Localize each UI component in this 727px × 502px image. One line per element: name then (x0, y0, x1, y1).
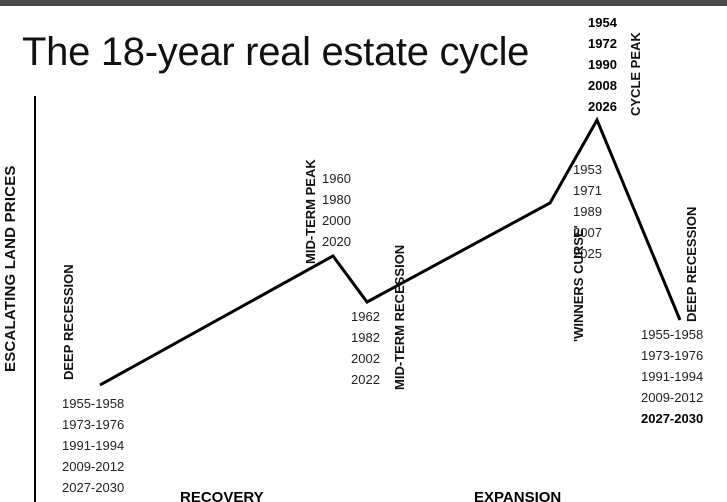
label-line: RECESSION (61, 264, 76, 341)
deep-recession-end-label: DEEP RECESSION (683, 186, 700, 322)
year-item: 1971 (573, 183, 602, 198)
year-item: 1962 (351, 309, 380, 324)
year-item: 2027-2030 (62, 480, 125, 495)
deep-recession-start-label: DEEP RECESSION (60, 264, 77, 380)
year-item: 2026 (588, 99, 617, 114)
label-line: DEEP (61, 344, 76, 380)
label-line: RECESSION (392, 244, 407, 322)
year-item: 1990 (588, 57, 617, 72)
year-item: 1955-1958 (641, 327, 704, 342)
label-line: DEEP RECESSION (684, 206, 699, 322)
year-item: 2025 (573, 246, 602, 261)
year-item: 2009-2012 (641, 390, 704, 405)
cycle-peak-years: 1954 1972 1990 2008 2026 (588, 12, 617, 117)
deep-recession-end-years: 1955-1958 1973-1976 1991-1994 2009-2012 … (641, 324, 703, 429)
mid-term-recession-years: 1962 1982 2002 2022 (351, 306, 380, 390)
year-item: 1982 (351, 330, 380, 345)
year-item: 2027-2030 (641, 411, 704, 426)
cycle-line (99, 116, 682, 387)
year-item: 1989 (573, 204, 602, 219)
year-item: 2009-2012 (62, 459, 125, 474)
label-line: CYCLE PEAK (628, 32, 643, 116)
year-item: 2022 (351, 372, 380, 387)
year-item: 1980 (322, 192, 351, 207)
year-item: 2002 (351, 351, 380, 366)
year-item: 2008 (588, 78, 617, 93)
year-item: 2020 (322, 234, 351, 249)
label-line: 'WINNERS (571, 277, 586, 342)
year-item: 1973-1976 (62, 417, 125, 432)
year-item: 1991-1994 (62, 438, 125, 453)
year-item: 1954 (588, 15, 617, 30)
year-item: 1973-1976 (641, 348, 704, 363)
mid-term-peak-label: MID-TERM PEAK (302, 138, 319, 264)
label-line: CURSE' (571, 225, 586, 274)
page-title: The 18-year real estate cycle (22, 30, 530, 74)
expansion-phase-label: EXPANSION (474, 489, 562, 502)
cycle-diagram (34, 96, 682, 502)
year-item: 1960 (322, 171, 351, 186)
year-item: 2007 (573, 225, 602, 240)
winners-curse-label: 'WINNERS CURSE' (570, 225, 587, 342)
recovery-phase-label: RECOVERY (180, 489, 264, 502)
winners-curse-years: 1953 1971 1989 2007 2025 (573, 159, 602, 264)
mid-term-peak-years: 1960 1980 2000 2020 (322, 168, 351, 252)
year-item: 1955-1958 (62, 396, 125, 411)
year-item: 1953 (573, 162, 602, 177)
label-line: MID-TERM (392, 325, 407, 390)
label-line: MID-TERM PEAK (303, 159, 318, 264)
year-item: 2000 (322, 213, 351, 228)
deep-recession-start-years: 1955-1958 1973-1976 1991-1994 2009-2012 … (62, 393, 124, 498)
slide: The 18-year real estate cycle ESCALATING… (0, 6, 727, 502)
y-axis-label: ESCALATING LAND PRICES (2, 165, 19, 373)
cycle-peak-label: CYCLE PEAK (627, 24, 644, 116)
year-item: 1972 (588, 36, 617, 51)
mid-term-recession-label: MID-TERM RECESSION (391, 245, 408, 390)
year-item: 1991-1994 (641, 369, 704, 384)
